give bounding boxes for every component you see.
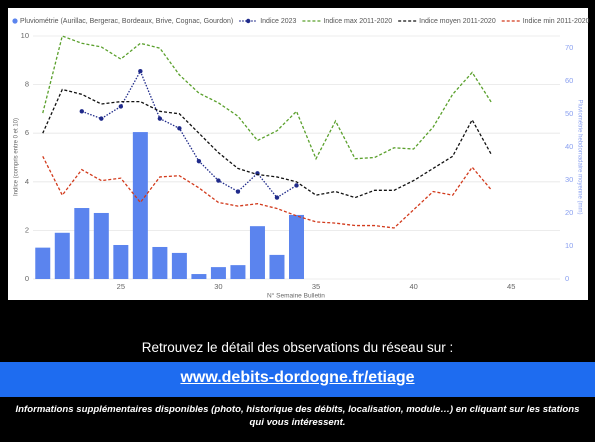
x-axis-label: N° Semaine Bulletin [267,292,325,300]
bar [289,214,304,279]
bar [132,132,148,279]
x-tick-label: 35 [312,282,320,291]
bar [230,265,246,279]
legend-label: Indice moyen 2011-2020 [419,18,496,25]
y-tick-label: 8 [25,80,29,89]
legend-marker [246,18,251,24]
bar [35,247,51,279]
bar [191,274,207,279]
y-tick-label: 10 [21,31,29,40]
bar [93,212,109,279]
y2-axis-label: Pluviométrie hebdomadaire moyenne (mm) [576,99,582,214]
bar [269,254,285,279]
intro-text: Retrouvez le détail des observations du … [141,340,454,355]
bar [152,246,168,279]
point [177,126,182,131]
y2-tick-label: 30 [565,175,573,184]
line [42,155,493,229]
point [235,189,241,194]
chart: N° Semaine Bulletin Indice (compris entr… [8,8,590,300]
y-axis-label: Indice (compris entre 0 et 10) [14,118,20,196]
line [81,69,297,199]
y-tick-label: 4 [25,177,29,186]
note: Informations supplémentaires disponibles… [15,404,580,428]
y2-tick-label: 20 [565,208,573,217]
y2-tick-label: 70 [565,43,573,52]
x-tick-label: 40 [409,282,417,291]
link-banner [0,362,595,397]
y2-tick-label: 50 [565,109,573,118]
legend-label: Indice 2023 [260,18,296,25]
link[interactable]: www.debits-dordogne.fr/etiage [180,369,415,386]
bar [113,244,129,279]
y2-tick-label: 60 [565,76,573,85]
point [196,158,202,164]
point [274,195,280,200]
line [42,35,493,161]
point [99,116,104,121]
bar [54,232,70,279]
point [79,109,84,114]
point [216,178,221,183]
x-tick-label: 30 [214,282,222,291]
point [157,116,163,121]
y2-tick-label: 10 [565,241,573,250]
point [118,104,124,109]
y-tick-label: 2 [25,225,29,234]
legend-label: Indice max 2011-2020 [323,18,392,25]
y-tick-label: 0 [25,274,29,283]
x-tick-label: 25 [117,282,125,291]
line [42,88,493,199]
bar [74,208,90,279]
y-tick-label: 6 [25,128,29,137]
legend-label: Pluviométrie (Aurillac, Bergerac, Bordea… [20,18,233,25]
y2-tick-label: 0 [565,274,569,283]
point [138,69,143,74]
y2-tick-label: 40 [565,142,573,151]
legend-marker [12,18,18,24]
x-tick-label: 45 [507,282,515,291]
bar [249,226,265,279]
bar [210,267,226,279]
legend-label: Indice min 2011-2020 [523,18,590,25]
point [294,183,299,188]
bar [171,252,187,279]
